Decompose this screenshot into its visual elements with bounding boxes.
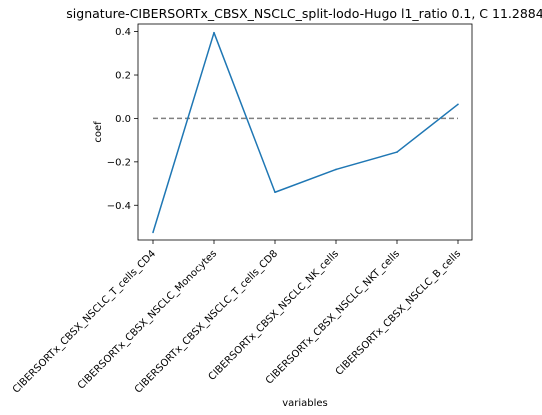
coef-data-point	[335, 168, 337, 171]
coef-data-point	[213, 31, 215, 34]
x-tick-label: CIBERSORTx_CBSX_NSCLC_NK_cells	[207, 248, 342, 383]
x-axis-label: variables	[282, 398, 328, 409]
coef-data-point	[152, 231, 154, 234]
plot-area	[137, 23, 473, 241]
y-tick-label: −0.2	[107, 157, 131, 168]
coef-data-point	[274, 191, 276, 194]
x-tick-label: CIBERSORTx_CBSX_NSCLC_T_cells_CD8	[133, 248, 280, 395]
chart-title: signature-CIBERSORTx_CBSX_NSCLC_split-lo…	[66, 6, 542, 21]
x-axis: CIBERSORTx_CBSX_NSCLC_T_cells_CD4CIBERSO…	[11, 240, 463, 396]
y-tick-label: 0.2	[115, 71, 131, 82]
y-tick-label: −0.4	[107, 201, 131, 212]
x-tick-label: CIBERSORTx_CBSX_NSCLC_T_cells_CD4	[11, 248, 158, 395]
y-axis: −0.4 −0.2 0.0 0.2 0.4	[107, 27, 138, 212]
coef-data-point	[396, 151, 398, 153]
coef-data-point	[457, 103, 459, 106]
y-tick-label: 0.4	[115, 27, 131, 38]
y-tick-label: 0.0	[115, 114, 131, 125]
x-tick-label: CIBERSORTx_CBSX_NSCLC_Monocytes	[76, 248, 219, 391]
coef-series-line	[152, 31, 459, 233]
x-tick-label: CIBERSORTx_CBSX_NSCLC_NKT_cells	[264, 248, 402, 386]
series-group	[152, 31, 459, 234]
x-tick-label: CIBERSORTx_CBSX_NSCLC_B_cells	[334, 248, 463, 377]
y-axis-label: coef	[93, 121, 104, 143]
